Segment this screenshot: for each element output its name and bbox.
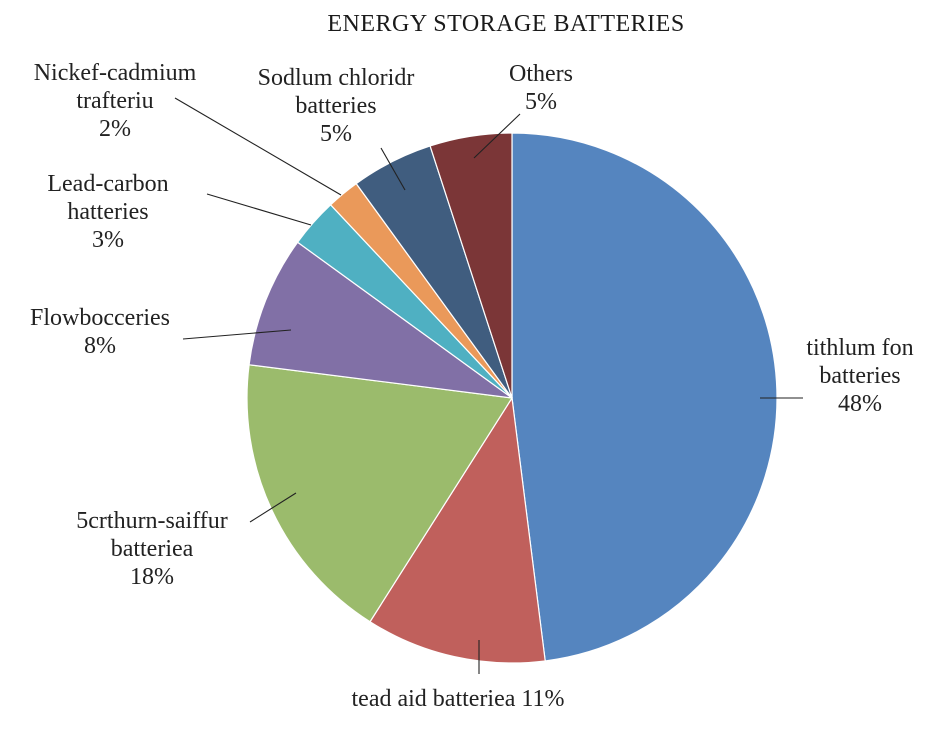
- slice-labels: tithlum fon batteries 48%tead aid batterie…: [30, 60, 914, 712]
- pie-slices: [246, 132, 778, 664]
- slice-label-line: 5crthurn-saiffur: [76, 508, 228, 534]
- pie-slice-others: [429, 132, 513, 399]
- slice-label-line: 8%: [84, 333, 116, 359]
- slice-label-line: batteries: [295, 93, 376, 119]
- slice-label-line: Others: [509, 61, 573, 87]
- leader-line-nickef-cadmium: [174, 97, 342, 196]
- pie-slice-flowbocceries: [248, 241, 513, 399]
- leader-line-5crthurn-saiffur: [249, 492, 297, 523]
- leader-line-flowbocceries: [182, 329, 292, 340]
- slice-label-line: batteries: [819, 363, 900, 389]
- leader-lines: [174, 97, 803, 674]
- slice-label-line: 2%: [99, 116, 131, 142]
- slice-label-5crthurn-saiffur: 5crthurn-saiffur batteriea 18%: [76, 508, 228, 590]
- slice-label-tead-aid-batteriea-11: tead aid batteriea 11%: [352, 686, 565, 712]
- slice-label-line: hatteries: [67, 199, 148, 225]
- slice-label-others: Others 5%: [509, 61, 573, 115]
- slice-label-line: 5%: [320, 121, 352, 147]
- leader-line-sodlum-chloridr: [380, 147, 406, 191]
- slice-label-line: 5%: [525, 89, 557, 115]
- slice-label-flowbocceries: Flowbocceries 8%: [30, 305, 170, 359]
- slice-label-line: tead aid batteriea 11%: [352, 686, 565, 712]
- slice-label-tithlum-fon: tithlum fon batteries 48%: [806, 335, 913, 417]
- slice-label-line: Sodlum chloridr: [258, 65, 415, 91]
- slice-label-line: Flowbocceries: [30, 305, 170, 331]
- slice-label-line: batteriea: [111, 536, 194, 562]
- slice-label-line: 3%: [92, 227, 124, 253]
- slice-label-sodlum-chloridr: Sodlum chloridr batteries 5%: [258, 65, 415, 147]
- leader-line-others: [473, 113, 521, 159]
- chart-title: ENERGY STORAGE BATTERIES: [327, 11, 684, 37]
- slice-label-nickef-cadmium: Nickef-cadmium trafteriu 2%: [34, 60, 197, 142]
- slice-label-line: Nickef-cadmium: [34, 60, 197, 86]
- slice-label-line: 48%: [838, 391, 882, 417]
- slice-label-line: tithlum fon: [806, 335, 913, 361]
- slice-label-line: Lead-carbon: [47, 171, 168, 197]
- pie-slice-tithlum-fon: [511, 132, 778, 662]
- slice-label-line: trafteriu: [76, 88, 153, 114]
- slice-label-lead-carbon: Lead-carbon hatteries 3%: [47, 171, 168, 253]
- pie-slice-tead-aid-batteriea-11: [369, 396, 546, 664]
- slice-label-line: 18%: [130, 564, 174, 590]
- pie-slice-5crthurn-saiffur: [246, 364, 514, 623]
- leader-line-lead-carbon: [206, 193, 312, 226]
